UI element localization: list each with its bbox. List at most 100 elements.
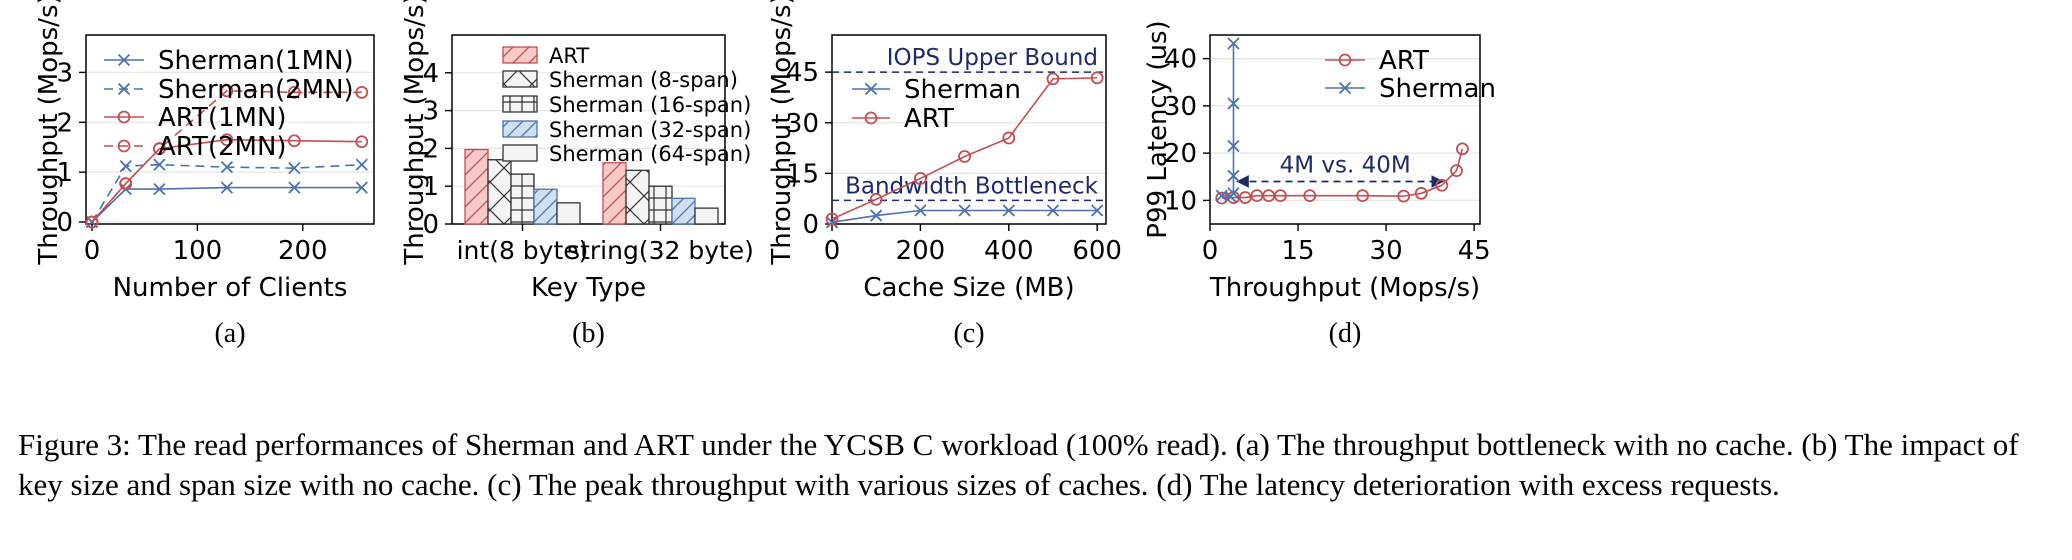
legend-label: Sherman (16-span) [549,93,751,117]
y-tick-label: 0 [802,210,819,240]
legend-marker [864,82,878,96]
legend-label: ART(1MN) [158,103,287,133]
data-point [1227,187,1240,200]
data-point [1455,142,1469,156]
bar [464,148,489,225]
data-point [870,209,883,222]
x-tick-label: 0 [824,236,841,266]
chart-c-cache-size: 0 15 30 45 0 200 400 600 Cache Size (MB) Throughp… [767,0,1122,349]
legend-marker [117,82,131,96]
plot-frame [85,34,375,225]
x-tick-label: 0 [84,236,101,266]
legend-label: ART [1379,46,1429,76]
y-tick-label: 45 [786,58,819,88]
x-tick-label: 100 [173,236,223,266]
legend-marker [117,110,131,124]
bar [625,169,650,225]
legend-label: Sherman (64-span) [549,142,751,166]
bar [556,202,581,225]
y-axis-label: Throughput (Mops/s) [400,0,430,266]
data-point [1002,131,1016,145]
data-point [85,215,99,229]
series-line [1221,148,1464,199]
legend-label: Sherman [904,75,1021,105]
bar [602,162,627,225]
data-point [1227,37,1240,50]
bar [671,197,696,225]
legend-marker [864,111,878,125]
x-tick-label: 200 [896,236,946,266]
data-point [1435,178,1449,192]
data-point [355,158,368,171]
bar [510,173,535,225]
legend-swatch [502,95,538,113]
y-tick-label: 2 [422,134,439,164]
x-axis-label: Number of Clients [113,273,348,303]
y-tick-label: 2 [56,108,73,138]
legend-marker [117,139,131,153]
legend-marker [1338,81,1352,95]
data-point [355,181,368,194]
y-axis-label: Throughput (Mops/s) [767,0,797,266]
subfigure-label: (b) [572,318,605,349]
data-point [220,133,234,147]
data-point [1356,189,1370,203]
y-tick-label: 4 [422,59,439,89]
y-tick-label: 3 [422,97,439,127]
series-line [91,186,362,223]
bar [487,159,512,225]
reference-line-label: Bandwidth Bottleneck [845,173,1099,199]
data-point [119,177,133,191]
data-point [153,142,166,156]
legend-swatch [502,46,538,64]
plot-frame [451,34,726,225]
x-tick-label: 45 [1458,236,1491,266]
y-tick-label: 0 [56,208,73,238]
legend-label: ART(2MN) [158,132,287,162]
data-point [220,181,234,194]
figure-caption: Figure 3: The read performances of Sherm… [18,427,2019,502]
x-tick-label: 400 [984,236,1034,266]
y-tick-label: 20 [1164,139,1197,169]
y-tick-label: 40 [1164,45,1197,75]
series-line [831,77,1098,220]
data-point [355,85,369,99]
bar [694,207,719,225]
data-point [1238,191,1252,204]
data-point [220,161,234,174]
data-point [220,84,234,98]
data-point [287,85,301,99]
x-axis-label: Cache Size (MB) [863,273,1074,303]
legend-label: Sherman(1MN) [158,46,354,76]
subfigure-label: (d) [1329,318,1362,349]
bar [648,185,673,225]
series-line [91,138,362,223]
data-point [958,150,971,163]
data-point [1090,71,1104,85]
y-axis-label: P99 Latency (us) [1143,20,1173,238]
data-point [1274,189,1287,203]
data-point [1397,189,1411,203]
category-label: int(8 byte) [457,236,589,265]
legend-marker [1338,53,1352,67]
data-point [288,162,301,175]
chart-b-key-type-bars: 0 1 2 3 4 Key Type Throughput (Mops/s) (b) int(8… [400,0,754,349]
legend-label: ART [549,44,589,68]
chart-a-throughput-vs-clients: 0 1 2 3 0 100 200 Number of Clients Throughput (… [34,0,375,349]
x-axis-label: Key Type [531,273,646,303]
y-tick-label: 10 [1164,186,1197,216]
data-point [1227,139,1240,153]
category-label: string(32 byte) [567,236,754,265]
x-tick-label: 200 [278,236,328,266]
legend-swatch [502,144,538,162]
plot-frame [1209,34,1481,225]
legend-swatch [502,120,538,138]
y-tick-label: 1 [422,172,439,202]
bar [533,188,558,225]
y-axis-label: Throughput (Mops/s) [34,0,64,266]
data-point [869,192,883,206]
legend-swatch [502,70,538,88]
legend-label: ART [904,104,954,134]
chart-d-latency: 10 20 30 40 0 15 30 45 Throughput (Mops/s) P99 La… [1143,20,1496,349]
